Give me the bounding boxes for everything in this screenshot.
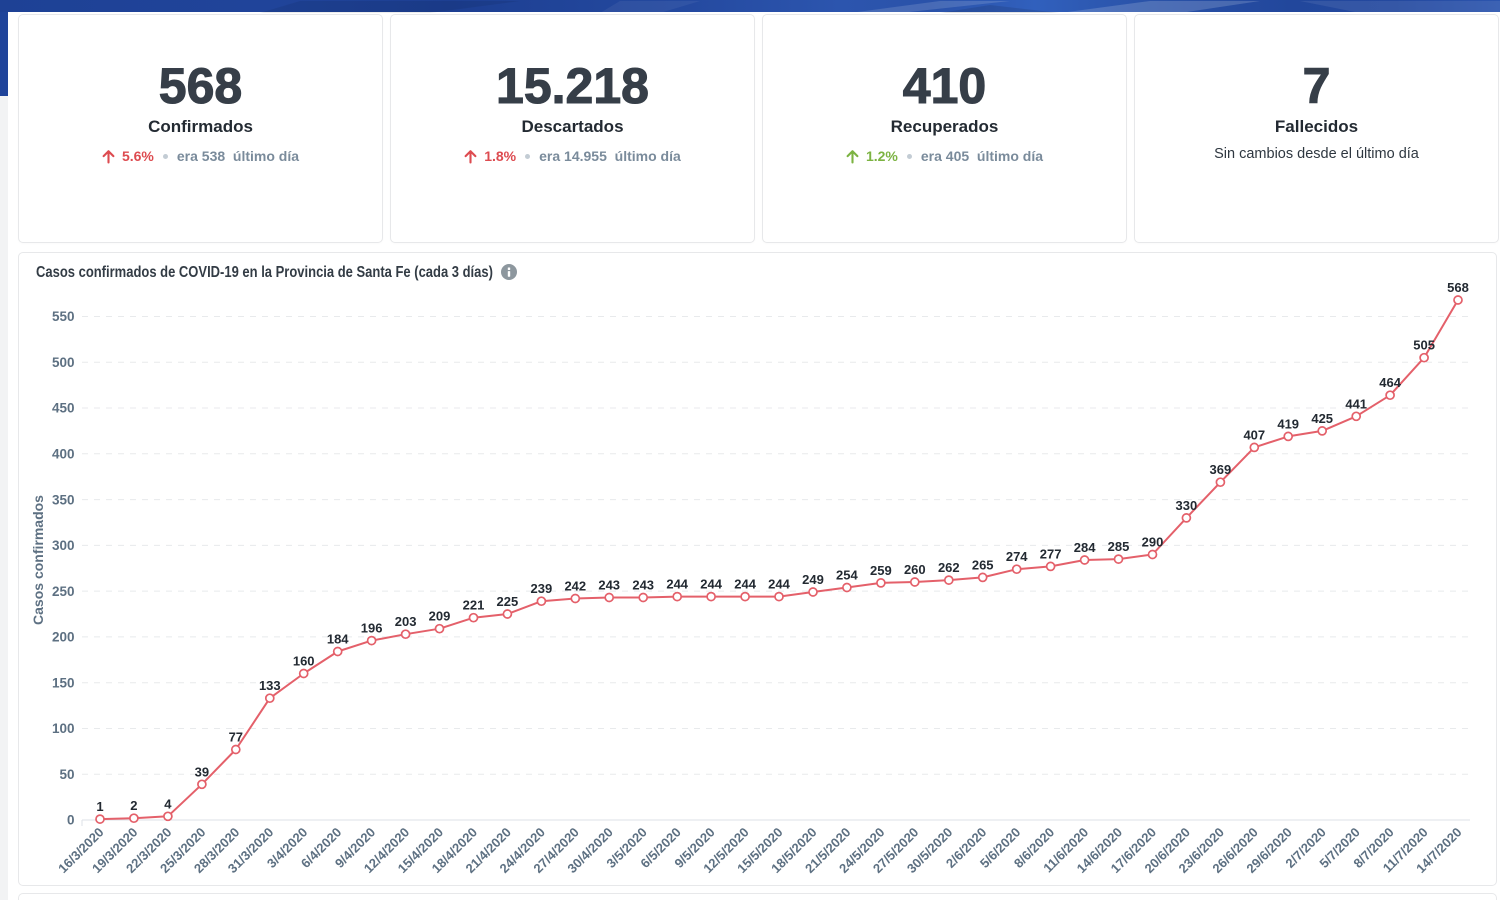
svg-text:77: 77 (229, 730, 243, 745)
svg-text:260: 260 (904, 562, 926, 577)
svg-text:284: 284 (1074, 540, 1096, 555)
svg-text:39: 39 (195, 764, 209, 779)
svg-text:243: 243 (598, 578, 620, 593)
svg-text:225: 225 (497, 594, 519, 609)
svg-text:244: 244 (768, 577, 790, 592)
svg-text:500: 500 (52, 355, 75, 370)
svg-text:568: 568 (1447, 280, 1469, 295)
svg-text:150: 150 (52, 675, 75, 690)
svg-text:133: 133 (259, 678, 281, 693)
svg-text:243: 243 (632, 578, 654, 593)
svg-text:259: 259 (870, 563, 892, 578)
svg-text:1: 1 (96, 799, 103, 814)
svg-text:2: 2 (130, 798, 137, 813)
svg-text:290: 290 (1142, 535, 1164, 550)
svg-text:Casos confirmados: Casos confirmados (30, 495, 46, 625)
svg-text:249: 249 (802, 572, 824, 587)
svg-text:407: 407 (1243, 427, 1265, 442)
svg-text:239: 239 (531, 581, 553, 596)
svg-text:244: 244 (666, 577, 688, 592)
svg-text:274: 274 (1006, 549, 1028, 564)
svg-text:244: 244 (734, 577, 756, 592)
svg-text:285: 285 (1108, 539, 1130, 554)
svg-text:221: 221 (463, 598, 485, 613)
svg-text:184: 184 (327, 632, 349, 647)
svg-text:209: 209 (429, 609, 451, 624)
svg-text:441: 441 (1345, 396, 1367, 411)
svg-text:100: 100 (52, 721, 75, 736)
svg-text:244: 244 (700, 577, 722, 592)
svg-text:550: 550 (52, 309, 75, 324)
svg-text:0: 0 (67, 813, 75, 828)
svg-text:450: 450 (52, 401, 75, 416)
svg-text:50: 50 (59, 767, 74, 782)
svg-text:196: 196 (361, 621, 383, 636)
svg-text:160: 160 (293, 654, 315, 669)
svg-text:425: 425 (1311, 411, 1333, 426)
svg-text:200: 200 (52, 630, 75, 645)
svg-text:505: 505 (1413, 338, 1435, 353)
svg-text:300: 300 (52, 538, 75, 553)
svg-text:203: 203 (395, 614, 417, 629)
svg-text:4: 4 (164, 796, 172, 811)
svg-text:277: 277 (1040, 546, 1062, 561)
svg-text:369: 369 (1210, 462, 1232, 477)
svg-text:464: 464 (1379, 375, 1401, 390)
svg-text:419: 419 (1277, 416, 1299, 431)
svg-text:254: 254 (836, 568, 858, 583)
svg-text:250: 250 (52, 584, 75, 599)
svg-text:262: 262 (938, 560, 960, 575)
svg-text:242: 242 (564, 579, 586, 594)
svg-text:350: 350 (52, 492, 75, 507)
svg-text:330: 330 (1176, 498, 1198, 513)
svg-text:265: 265 (972, 557, 994, 572)
svg-text:400: 400 (52, 447, 75, 462)
